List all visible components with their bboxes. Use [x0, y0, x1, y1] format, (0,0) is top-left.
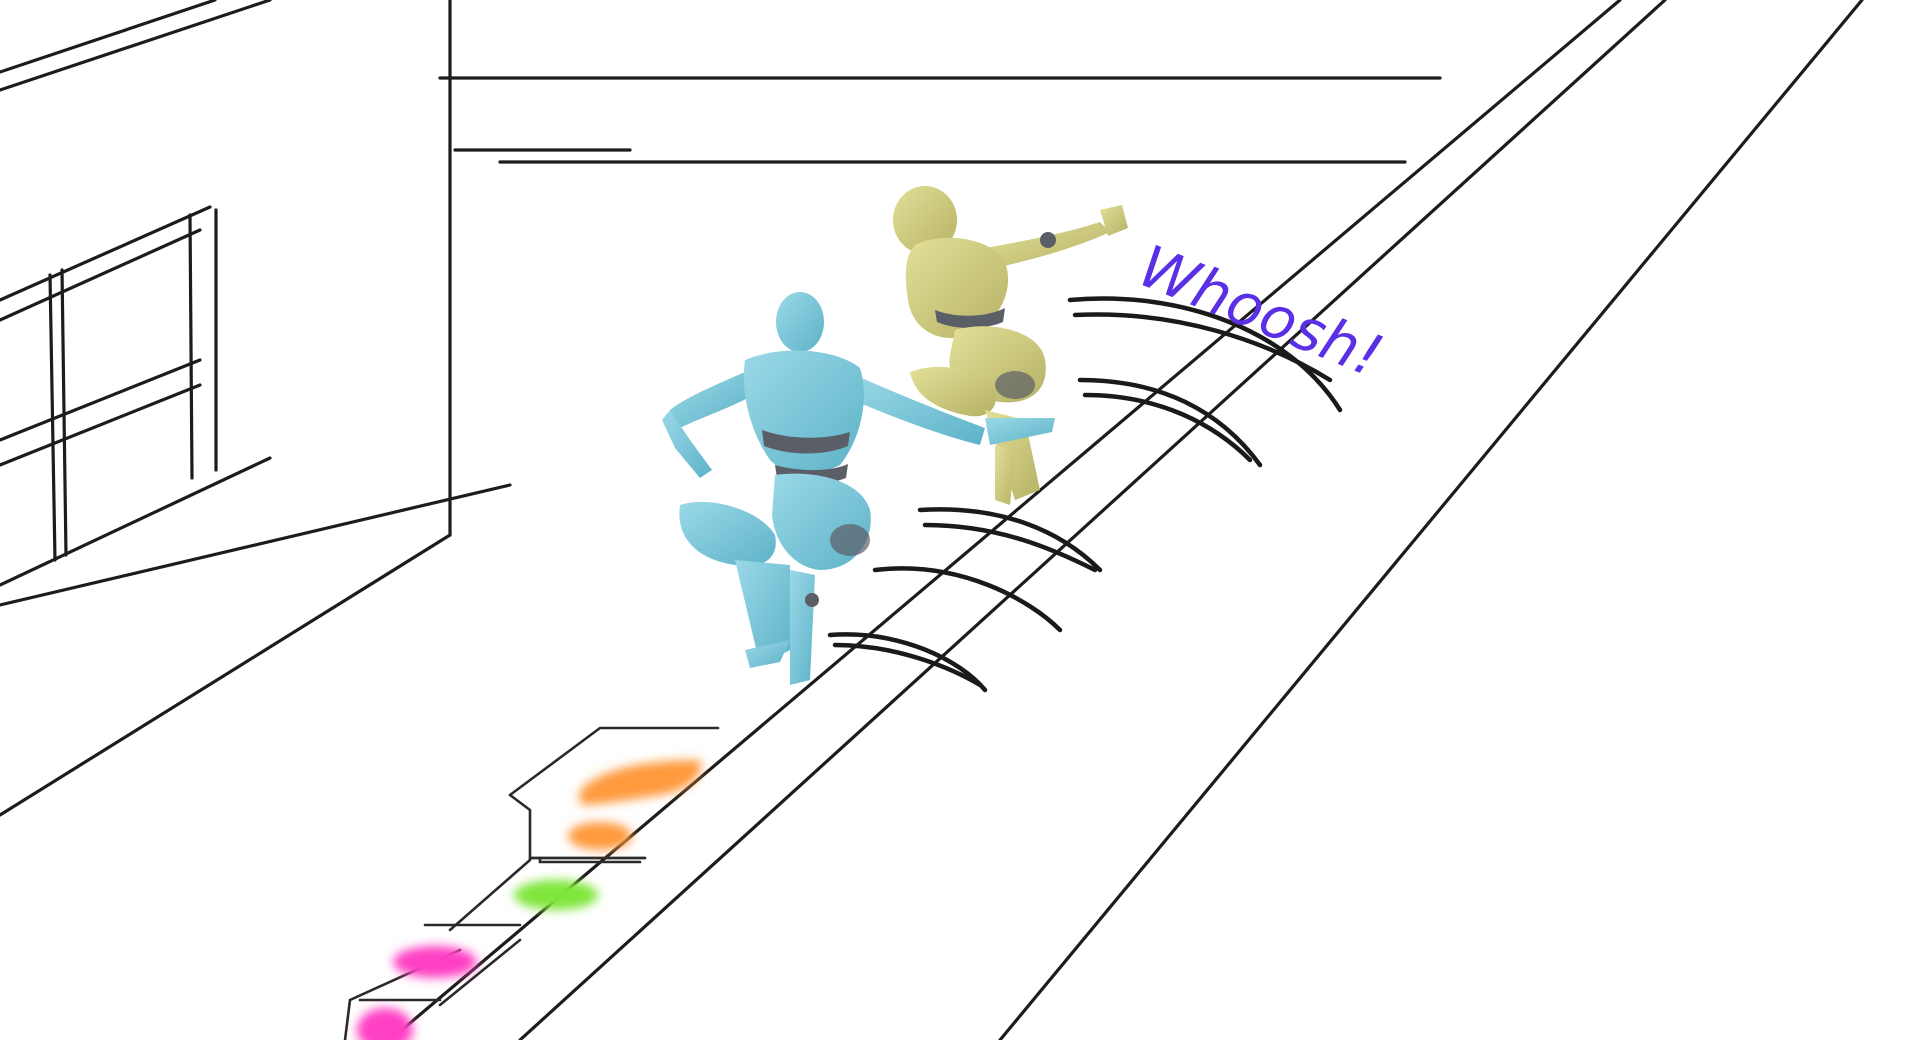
rooftop-perspective-lines [388, 0, 1864, 1040]
window-sketch [0, 205, 272, 587]
orange-swatch-middle [568, 822, 632, 850]
magenta-swatch-lower [357, 1008, 413, 1040]
stair-color-swatches [357, 760, 701, 1040]
building-lines [0, 0, 1442, 817]
magenta-swatch-upper [393, 946, 477, 978]
orange-swatch-top [580, 760, 701, 805]
motion-lines [827, 296, 1343, 693]
blue-mannequin [662, 292, 1055, 685]
yellow-mannequin [893, 186, 1128, 505]
green-swatch [514, 880, 598, 910]
